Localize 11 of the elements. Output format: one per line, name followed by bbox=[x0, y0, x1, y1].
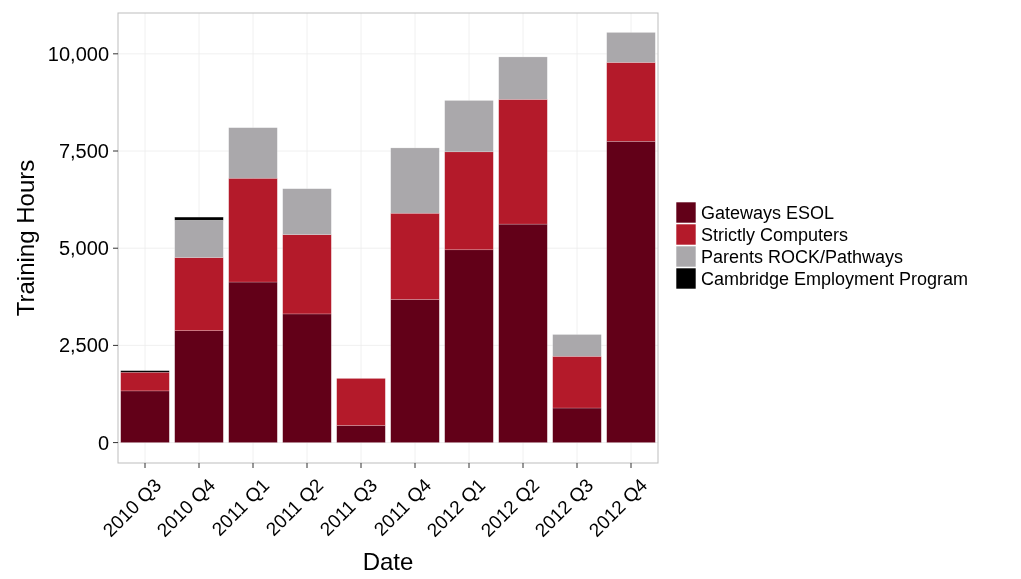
y-tick-label: 0 bbox=[97, 431, 109, 454]
y-axis-title: Training Hours bbox=[12, 159, 39, 317]
y-tick-label: 5,000 bbox=[58, 237, 109, 260]
legend-label: Strictly Computers bbox=[701, 225, 849, 246]
y-tick-label: 10,000 bbox=[47, 42, 109, 65]
legend-label: Parents ROCK/Pathways bbox=[701, 247, 904, 268]
y-tick-label: 2,500 bbox=[58, 334, 109, 357]
x-axis-title: Date bbox=[362, 548, 414, 575]
legend-label: Cambridge Employment Program bbox=[701, 269, 969, 290]
y-tick-label: 7,500 bbox=[58, 140, 109, 163]
legend-label: Gateways ESOL bbox=[701, 203, 835, 224]
